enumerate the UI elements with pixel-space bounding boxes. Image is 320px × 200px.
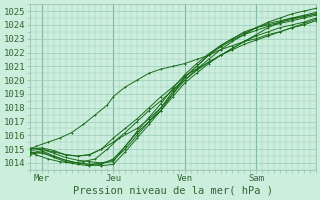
- X-axis label: Pression niveau de la mer( hPa ): Pression niveau de la mer( hPa ): [73, 186, 273, 196]
